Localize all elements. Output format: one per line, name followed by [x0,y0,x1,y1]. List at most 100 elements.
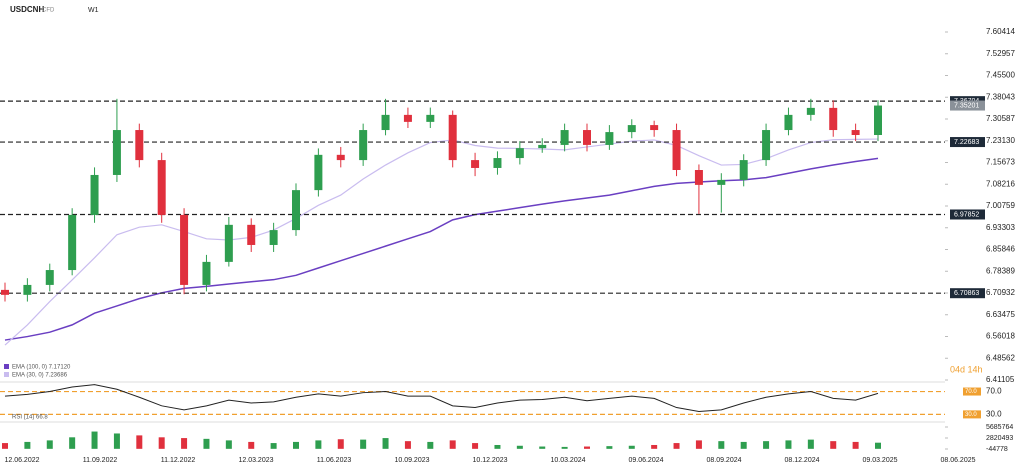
level-label: 7.22683 [954,139,979,146]
volume-bar [293,441,299,449]
candle-body [560,130,569,145]
volume-bar [225,440,232,449]
x-tick-label: 09.06.2024 [628,457,663,464]
candle-body [336,154,345,161]
volume-bar [651,444,658,449]
candle-body [403,114,412,122]
rsi-line [4,384,879,413]
candle-body [314,154,323,191]
y-tick-label: 6.70932 [986,288,1015,297]
legend-entry: EMA (30, 0) 7.23686 [12,373,68,379]
volume-bar [158,437,165,449]
ema-line [4,157,879,341]
rsi-tick-label: 30.0 [986,410,1002,419]
volume-bar [427,441,434,449]
x-tick-label: 08.09.2024 [706,457,741,464]
legend-swatch [4,372,9,377]
x-tick-label: 10.12.2023 [472,457,507,464]
volume-bar [494,444,501,449]
candle-body [180,214,189,285]
candle-body [650,125,659,131]
volume-bar [561,446,568,449]
y-tick-label: 6.78389 [986,266,1015,275]
volume-bar [248,441,255,449]
y-tick-label: 6.93303 [986,223,1015,232]
candle-body [717,179,726,185]
rsi-level-box [963,410,981,419]
candle-body [762,130,771,161]
candle-body [135,130,144,161]
x-tick-label: 10.09.2023 [394,457,429,464]
candle-body [583,130,591,145]
candle-body [247,224,256,245]
volume-bar [740,441,747,449]
volume-bar [404,441,411,449]
volume-bar [24,441,31,449]
volume-bar [695,440,702,449]
candle-body [224,224,233,262]
candle-body [694,170,703,185]
volume-bar [113,433,120,449]
volume-bar [136,435,143,449]
y-tick-label: 6.85846 [986,245,1015,254]
candle-body [806,107,815,115]
candle-body [45,270,54,285]
volume-bar [584,446,590,449]
volume-bar [763,441,770,449]
instrument-type: CFD [42,8,55,14]
rsi-level-box-label: 30.0 [965,412,977,418]
legend-swatch [4,364,9,369]
volume-bar [315,440,322,449]
x-tick-label: 12.06.2022 [4,457,39,464]
volume-bar [539,446,546,449]
candle-body [68,214,77,271]
y-tick-label: 6.48562 [986,353,1015,362]
timeframe[interactable]: W1 [88,7,99,14]
x-tick-label: 11.09.2022 [83,457,118,464]
x-tick-label: 12.03.2023 [238,457,273,464]
volume-bar [46,440,53,449]
y-tick-label: 7.30587 [986,114,1015,123]
countdown: 04d 14h [950,364,983,374]
volume-bar [472,443,479,449]
volume-bar [785,440,792,449]
y-tick-label: 6.56018 [986,332,1015,341]
last-price-box [950,100,985,111]
rsi-level-box-label: 70.0 [965,389,977,395]
x-tick-label: 09.03.2025 [862,457,897,464]
volume-bar [203,438,210,449]
rsi-tick-label: 70.0 [986,387,1002,396]
candle-body [381,114,390,131]
y-tick-label: 7.45500 [986,71,1015,80]
volume-bar [2,443,8,449]
volume-tick-label: -44778 [986,446,1008,453]
y-tick-label: 6.63475 [986,310,1015,319]
candle-body [851,130,860,136]
candle-body [269,230,278,245]
volume-bar [606,446,613,449]
candle-body [90,174,99,215]
candle-body [23,284,32,295]
y-tick-label: 7.15673 [986,158,1015,167]
rsi-legend: RSI (14) 66.8 [12,415,48,421]
candle-body [515,148,524,159]
y-tick-label: 7.38043 [986,92,1015,101]
candle-body [359,130,368,161]
volume-bar [449,440,456,449]
volume-bar [718,441,725,449]
volume-bar [270,443,277,449]
x-tick-label: 11.06.2023 [317,457,352,464]
legend-entry: EMA (100, 0) 7.17120 [12,365,71,371]
level-label: 6.70863 [954,290,979,297]
candle-body [874,105,882,136]
volume-bar [807,439,814,449]
candle-body [784,114,793,131]
level-label-box [950,209,985,220]
volume-bar [516,445,523,449]
y-tick-label: 7.52957 [986,49,1015,58]
symbol[interactable]: USDCNH [10,5,44,14]
ema-line [4,138,879,346]
candle-body [426,114,435,122]
